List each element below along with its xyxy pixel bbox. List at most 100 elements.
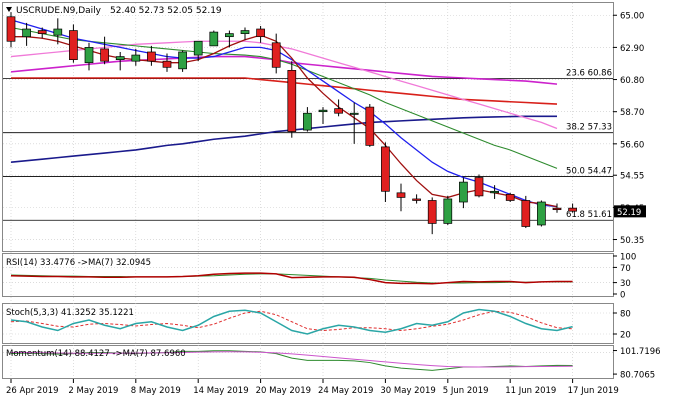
candle <box>209 30 219 47</box>
candle <box>6 12 16 48</box>
candle-body <box>303 112 312 131</box>
time-tick-label: 24 May 2019 <box>318 386 373 396</box>
candle <box>521 195 531 229</box>
candle-body <box>334 108 343 114</box>
candle <box>271 33 281 74</box>
candle-body <box>256 28 265 38</box>
fib-level-label: 23.6 60.86 <box>566 69 612 79</box>
price-tick-label: 58.70 <box>620 108 644 118</box>
indicator-tick-label: 80.7065 <box>620 371 655 381</box>
indicator-tick-label: 80 <box>620 310 631 320</box>
time-tick-label: 26 Apr 2019 <box>6 386 59 396</box>
candle <box>552 203 562 213</box>
candle-body <box>318 109 328 113</box>
stoch-title: Stoch(5,3,3) 41.3252 35.1221 <box>6 308 134 318</box>
symbol-dropdown-icon[interactable] <box>6 7 12 12</box>
stoch-main-line <box>10 308 573 335</box>
candle-body <box>568 207 577 212</box>
moving-average-line <box>10 19 558 208</box>
moving-average-line <box>10 26 558 169</box>
price-tick-label: 60.80 <box>620 76 644 86</box>
grid-lines <box>3 3 613 378</box>
rsi-ma-line <box>10 273 573 284</box>
ohlc-readout: 52.40 52.73 52.05 52.19 <box>110 6 222 16</box>
indicator-tick-label: 100 <box>620 253 636 263</box>
time-tick-label: 5 Jun 2019 <box>443 386 489 396</box>
candle <box>147 45 156 66</box>
candle-body <box>69 30 78 60</box>
candle <box>365 104 375 147</box>
candle <box>53 18 63 45</box>
candle-body <box>365 106 375 146</box>
candle-body <box>100 48 109 62</box>
price-tick-label: 50.35 <box>620 236 644 246</box>
indicator-tick-label: 30 <box>620 279 631 289</box>
candle <box>115 51 125 71</box>
candle-body <box>459 181 468 203</box>
candle <box>100 36 109 65</box>
candle-body <box>178 51 187 70</box>
candle <box>381 142 390 203</box>
candle-body <box>396 192 406 198</box>
rsi-line <box>10 272 573 285</box>
candle-body <box>271 42 281 68</box>
last-price-label: 52.19 <box>617 208 641 218</box>
candle <box>37 27 47 39</box>
candle-body <box>131 54 141 62</box>
indicator-tick-label: 20 <box>620 331 631 341</box>
candle-body <box>53 28 63 36</box>
candle <box>537 200 546 227</box>
candle-body <box>193 40 203 56</box>
candle-body <box>521 200 531 227</box>
symbol-label: USCRUDE.N9,Daily <box>16 6 102 16</box>
moving-average-line <box>10 40 558 130</box>
moving-average-line <box>10 55 558 85</box>
time-tick-label: 11 Jun 2019 <box>505 386 556 396</box>
momentum-panel <box>2 345 614 379</box>
time-tick-label: 14 May 2019 <box>193 386 248 396</box>
candle <box>193 40 203 62</box>
candle <box>349 102 359 144</box>
time-tick-label: 30 May 2019 <box>380 386 435 396</box>
candle-body <box>412 198 421 201</box>
candle-body <box>84 47 94 64</box>
candle <box>178 50 187 72</box>
candle-body <box>443 198 453 224</box>
candle <box>225 30 234 48</box>
candle <box>303 107 312 132</box>
stoch-panel <box>2 303 614 344</box>
price-tick-label: 54.55 <box>620 172 644 182</box>
candle-body <box>6 16 16 42</box>
rsi-title: RSI(14) 33.4776 ->MA(7) 32.0945 <box>6 258 151 268</box>
candle <box>568 203 577 213</box>
fib-level-label: 38.2 57.33 <box>566 123 612 133</box>
candle <box>22 22 31 46</box>
candle-body <box>22 28 31 38</box>
candle-body <box>427 200 437 224</box>
time-axis: 26 Apr 2019 2 May 2019 8 May 2019 14 May 20… <box>6 379 619 396</box>
candle-body <box>490 190 499 194</box>
momentum-indicator: 101.7196 80.7065 <box>3 347 661 381</box>
candle-body <box>162 60 172 68</box>
candle <box>427 197 437 235</box>
candle-body <box>37 30 47 34</box>
candle <box>240 27 250 40</box>
candle <box>396 183 406 212</box>
candle <box>490 185 499 199</box>
candle <box>443 195 453 225</box>
moving-average-line <box>10 115 557 164</box>
candle-body <box>537 201 546 226</box>
indicator-tick-label: 0 <box>620 291 625 301</box>
candle-body <box>209 31 219 47</box>
candle <box>256 25 265 43</box>
fib-level-label: 50.0 54.47 <box>566 166 612 176</box>
candle <box>318 107 328 124</box>
candle-body <box>381 146 390 192</box>
candle <box>474 174 484 198</box>
candle-body <box>505 194 515 201</box>
candle-body <box>240 30 250 34</box>
candle <box>131 48 141 66</box>
